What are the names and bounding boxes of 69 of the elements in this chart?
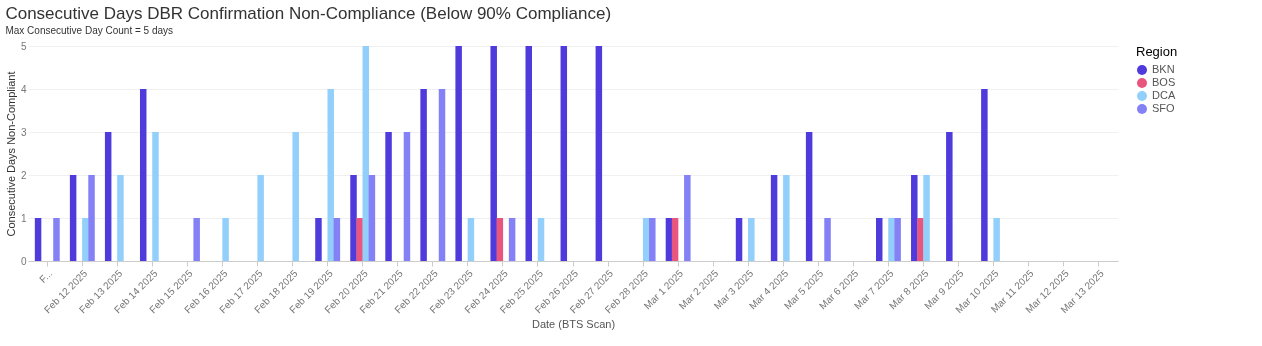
bar <box>665 218 673 261</box>
bar <box>671 218 679 261</box>
bar <box>981 89 988 261</box>
bar <box>993 218 1000 261</box>
legend-title: Region <box>1136 44 1178 59</box>
bar <box>333 218 341 261</box>
y-tick-label: 3 <box>20 126 27 138</box>
x-axis-title: Date (BTS Scan) <box>531 318 616 331</box>
bar <box>350 175 357 261</box>
bar <box>139 89 147 261</box>
bar <box>783 175 790 261</box>
bar <box>385 132 392 261</box>
bar <box>595 46 603 261</box>
chart-title: Consecutive Days DBR Confirmation Non-Compliance (Below 90% Compliance) <box>5 4 612 23</box>
bar <box>467 218 475 261</box>
bar <box>420 89 427 261</box>
bar <box>946 132 953 261</box>
bar <box>649 218 656 261</box>
bar <box>53 218 60 261</box>
y-tick-label: 0 <box>20 255 27 267</box>
bar <box>368 175 376 261</box>
bar <box>684 175 691 261</box>
bar <box>770 175 778 261</box>
bar <box>496 218 504 261</box>
bar <box>917 218 924 261</box>
bar <box>82 218 89 261</box>
bar <box>69 175 77 261</box>
legend-label: DCA <box>1152 89 1176 101</box>
bar <box>222 218 229 261</box>
bar <box>152 132 159 261</box>
bar <box>438 89 446 261</box>
y-tick-label: 2 <box>20 169 27 181</box>
y-tick-label: 5 <box>20 40 27 52</box>
bar <box>490 46 497 261</box>
bar <box>403 132 411 261</box>
x-tick-label: F... <box>37 267 55 286</box>
bar <box>824 218 831 261</box>
bar <box>455 46 462 261</box>
bar <box>888 218 895 261</box>
legend-label: SFO <box>1152 102 1176 114</box>
bar <box>875 218 883 261</box>
bar <box>560 46 568 261</box>
bar <box>327 89 334 261</box>
y-tick-label: 4 <box>20 83 27 95</box>
bar <box>748 218 755 261</box>
bar <box>117 175 124 261</box>
bar <box>193 218 200 261</box>
bar <box>805 132 813 261</box>
bar <box>508 218 516 261</box>
bar <box>257 175 264 261</box>
bar <box>894 218 901 261</box>
chart-subtitle: Max Consecutive Day Count = 5 days <box>5 25 174 36</box>
bar <box>362 46 370 261</box>
bar <box>525 46 532 261</box>
bar <box>642 218 650 261</box>
bar <box>911 175 918 261</box>
legend-label: BOS <box>1152 76 1176 88</box>
legend-label: BKN <box>1152 63 1175 75</box>
y-axis-title: Consecutive Days Non-Compliant <box>4 71 17 237</box>
bar <box>104 132 112 261</box>
bar <box>34 218 42 261</box>
bar <box>315 218 322 261</box>
bar <box>923 175 930 261</box>
bar <box>292 132 299 261</box>
bar <box>537 218 545 261</box>
bar <box>735 218 743 261</box>
y-tick-label: 1 <box>20 212 27 224</box>
bar <box>88 175 95 261</box>
bar <box>356 218 363 261</box>
